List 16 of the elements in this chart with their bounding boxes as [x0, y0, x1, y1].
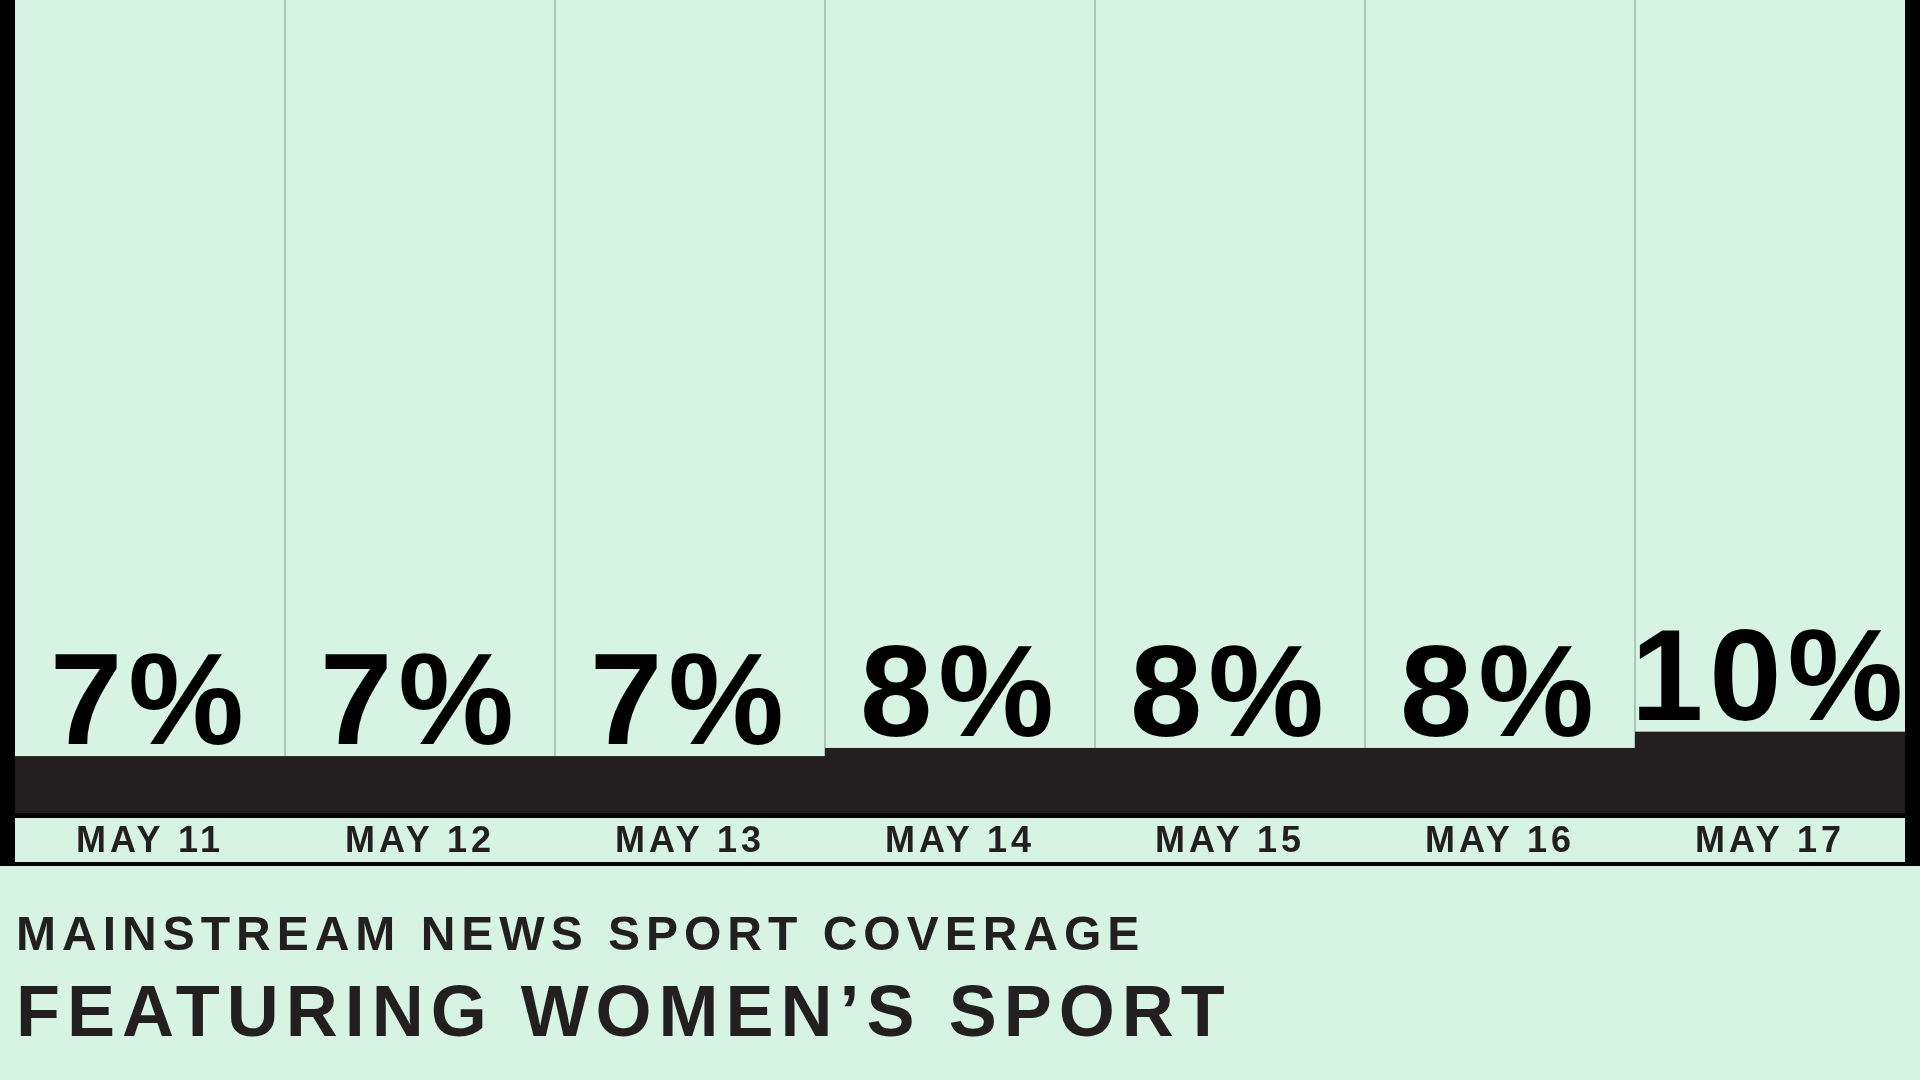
data-label: 7%	[320, 626, 520, 773]
x-tick-label: MAY 13	[614, 819, 766, 860]
data-label: 8%	[860, 617, 1060, 764]
data-label: 7%	[50, 626, 250, 773]
x-tick-label: MAY 16	[1424, 819, 1576, 860]
data-label: 7%	[590, 626, 790, 773]
data-label: 8%	[1130, 617, 1330, 764]
text: MAINSTREAM NEWS SPORT COVERAGE	[16, 907, 1146, 960]
x-tick-label: MAY 14	[884, 819, 1036, 860]
text: FEATURING WOMEN’S SPORT	[16, 971, 1232, 1051]
x-tick-label: MAY 11	[75, 819, 225, 860]
x-tick-label: MAY 15	[1154, 819, 1306, 860]
data-label: 8%	[1400, 617, 1600, 764]
x-tick-label: MAY 17	[1694, 819, 1846, 860]
x-tick-label: MAY 12	[344, 819, 496, 860]
data-label: 10%	[1630, 601, 1910, 748]
